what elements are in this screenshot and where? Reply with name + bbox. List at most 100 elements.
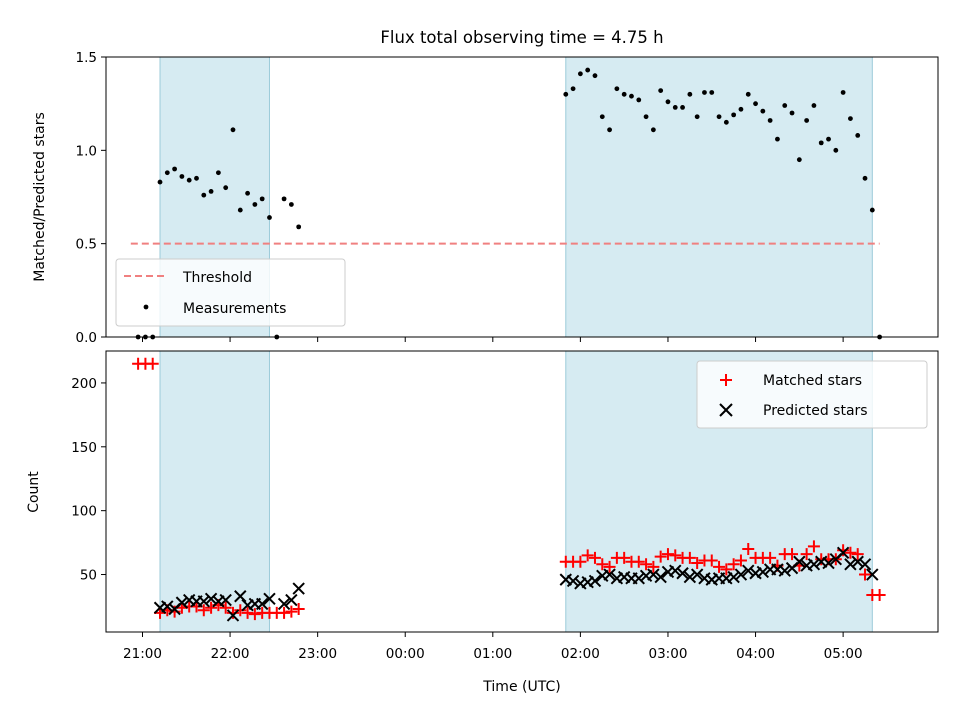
- predicted-stars-point: [836, 546, 850, 560]
- measurement-point: [672, 105, 678, 110]
- top-legend: Threshold Measurements: [115, 258, 346, 327]
- legend-matched-label: Matched stars: [763, 373, 862, 389]
- bottom-y-axis: 50 100 150 200: [71, 376, 106, 584]
- matched-stars-point: [292, 603, 305, 616]
- legend-predicted-swatch: [719, 403, 733, 417]
- matched-stars-point: [742, 542, 755, 555]
- measurement-point: [753, 101, 758, 107]
- measurement-point: [862, 175, 868, 181]
- measurement-point: [723, 119, 729, 125]
- measurement-point: [789, 110, 795, 116]
- predicted-stars-point: [851, 555, 864, 568]
- predicted-stars-point: [742, 564, 755, 577]
- measurement-point: [869, 207, 875, 213]
- measurement-point: [731, 112, 737, 118]
- measurement-point: [194, 175, 199, 181]
- x-tick-label: 03:00: [649, 646, 688, 662]
- predicted-stars-point: [204, 592, 218, 605]
- observing-window: [159, 350, 270, 633]
- matched-stars-point: [632, 555, 645, 568]
- measurement-point: [201, 192, 207, 198]
- matched-stars-point: [705, 554, 718, 567]
- matched-stars-point: [734, 554, 747, 567]
- measurement-point: [818, 140, 824, 146]
- measurement-point: [782, 103, 788, 108]
- x-tick-label: 05:00: [824, 646, 863, 662]
- predicted-stars-point: [226, 609, 240, 622]
- predicted-stars-point: [866, 568, 879, 581]
- measurement-point: [585, 67, 591, 73]
- predicted-stars-point: [647, 568, 660, 581]
- matched-stars-point: [691, 557, 704, 570]
- matched-stars-point: [807, 540, 820, 553]
- predicted-stars-point: [632, 572, 645, 585]
- x-tick-label: 04:00: [736, 646, 775, 662]
- measurement-point: [259, 196, 265, 202]
- measurement-point: [658, 88, 664, 93]
- measurement-point: [855, 133, 861, 138]
- measurement-point: [636, 97, 642, 103]
- predicted-stars-point: [734, 568, 748, 581]
- top-legend-box: [115, 258, 346, 327]
- measurement-point: [164, 170, 170, 176]
- measurement-point: [826, 136, 831, 142]
- matched-stars-point: [647, 560, 660, 573]
- matched-stars-point: [727, 558, 740, 571]
- matched-stars-point: [205, 601, 218, 614]
- observing-window: [565, 56, 873, 338]
- measurement-point: [614, 86, 620, 92]
- matched-stars-point: [241, 606, 254, 619]
- top-plot-marks: [130, 67, 883, 340]
- measurement-point: [592, 73, 598, 79]
- predicted-stars-point: [822, 556, 835, 570]
- matched-stars-point: [226, 606, 239, 619]
- matched-stars-point: [873, 588, 886, 601]
- matched-stars-point: [618, 551, 631, 564]
- measurement-point: [577, 71, 583, 77]
- matched-stars-point: [851, 548, 864, 561]
- matched-stars-point: [588, 551, 601, 564]
- predicted-stars-point: [793, 555, 806, 568]
- bottom-x-axis: 21:00 22:00 23:00 00:00 01:00 02:00 03:00 04:00…: [123, 632, 863, 662]
- predicted-stars-point: [219, 593, 232, 607]
- legend-predicted-label: Predicted stars: [763, 403, 868, 419]
- x-axis-label: Time (UTC): [482, 679, 560, 695]
- x-tick-label: 02:00: [561, 646, 600, 662]
- y-tick-label: 50: [80, 568, 97, 584]
- legend-measurements-swatch: [143, 304, 149, 310]
- bottom-y-axis-label: Count: [26, 471, 42, 513]
- measurement-point: [775, 136, 780, 142]
- bottom-plot-frame: [105, 350, 939, 633]
- matched-stars-point: [574, 555, 587, 568]
- predicted-stars-point: [234, 590, 247, 603]
- matched-stars-point: [669, 549, 682, 562]
- measurement-point: [840, 90, 846, 95]
- y-tick-label: 1.5: [76, 50, 97, 66]
- measurement-point: [760, 108, 766, 114]
- measurement-point: [738, 106, 744, 112]
- measurement-point: [267, 215, 272, 220]
- predicted-stars-point: [161, 600, 174, 613]
- predicted-stars-point: [858, 558, 872, 571]
- predicted-stars-point: [566, 574, 580, 588]
- matched-stars-point: [146, 357, 159, 370]
- top-plot-frame: [105, 56, 939, 338]
- measurement-point: [215, 170, 221, 176]
- matched-stars-point: [285, 605, 298, 618]
- measurement-point: [186, 177, 192, 183]
- predicted-stars-point: [654, 570, 667, 584]
- measurement-point: [252, 202, 258, 207]
- measurement-point: [621, 91, 627, 97]
- bottom-legend-box: [696, 360, 928, 429]
- measurement-point: [172, 166, 178, 172]
- matched-stars-point: [837, 544, 850, 557]
- measurement-point: [796, 157, 802, 163]
- matched-stars-point: [603, 560, 616, 573]
- x-tick-label: 00:00: [386, 646, 425, 662]
- measurement-point: [833, 147, 839, 153]
- measurement-point: [563, 91, 569, 97]
- top-y-axis-label: Matched/Predicted stars: [32, 112, 48, 282]
- matched-stars-point: [786, 548, 799, 561]
- x-tick-label: 22:00: [211, 646, 250, 662]
